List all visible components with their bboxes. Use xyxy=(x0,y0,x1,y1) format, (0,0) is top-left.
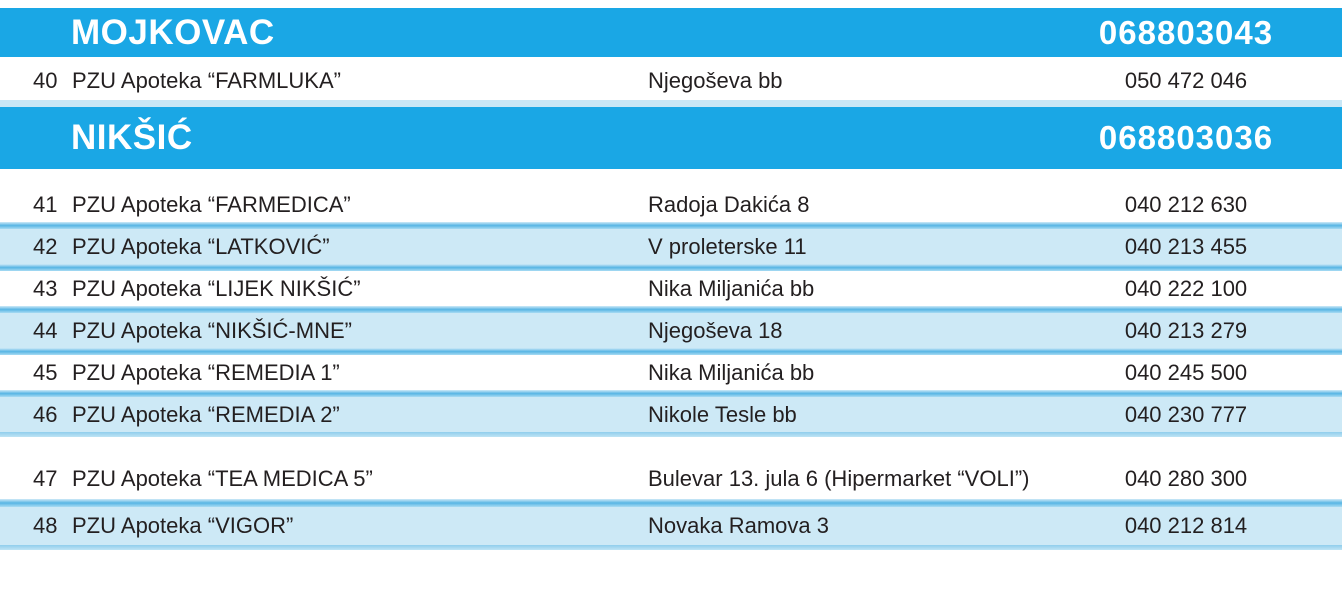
row-number: 47 xyxy=(33,466,58,491)
row-divider xyxy=(0,499,1342,507)
row-number: 46 xyxy=(33,401,58,427)
pharmacy-address: Nika Miljanića bb xyxy=(648,359,815,385)
section-phone-number: 068803036 xyxy=(1098,119,1274,156)
pharmacy-name: PZU Apoteka “FARMEDICA” xyxy=(72,191,351,217)
table-row: 43 PZU Apoteka “LIJEK NIKŠIĆ” Nika Milja… xyxy=(0,271,1342,306)
pharmacy-name: PZU Apoteka “LIJEK NIKŠIĆ” xyxy=(72,275,361,301)
pharmacy-address: Njegoševa bb xyxy=(648,68,783,93)
row-number: 43 xyxy=(33,275,58,301)
pharmacy-address: Nika Miljanića bb xyxy=(648,275,815,301)
section-city-name: MOJKOVAC xyxy=(71,12,275,52)
pharmacy-address: Radoja Dakića 8 xyxy=(648,191,810,217)
section-phone-number: 068803043 xyxy=(1098,13,1274,51)
row-divider xyxy=(0,222,1342,229)
pharmacy-phone: 040 212 630 xyxy=(1124,191,1248,217)
pharmacy-name: PZU Apoteka “FARMLUKA” xyxy=(72,68,341,93)
pharmacy-address: V proleterske 11 xyxy=(648,233,807,259)
row-number: 44 xyxy=(33,317,58,343)
row-divider xyxy=(0,306,1342,313)
table-row: 44 PZU Apoteka “NIKŠIĆ-MNE” Njegoševa 18… xyxy=(0,313,1342,348)
row-divider xyxy=(0,348,1342,355)
row-divider xyxy=(0,432,1342,437)
pharmacy-phone: 050 472 046 xyxy=(1124,68,1248,93)
pharmacy-phone: 040 212 814 xyxy=(1124,513,1248,538)
row-divider xyxy=(0,545,1342,550)
pharmacy-phone: 040 213 455 xyxy=(1124,233,1248,259)
row-number: 48 xyxy=(33,513,58,538)
table-row: 41 PZU Apoteka “FARMEDICA” Radoja Dakića… xyxy=(0,187,1342,222)
gap xyxy=(0,437,1342,459)
section-header-mojkovac: MOJKOVAC 068803043 xyxy=(0,8,1342,57)
table-row: 46 PZU Apoteka “REMEDIA 2” Nikole Tesle … xyxy=(0,397,1342,432)
pharmacy-address: Njegoševa 18 xyxy=(648,317,783,343)
pharmacy-name: PZU Apoteka “REMEDIA 1” xyxy=(72,359,340,385)
table-row: 40 PZU Apoteka “FARMLUKA” Njegoševa bb 0… xyxy=(0,62,1342,100)
table-row: 42 PZU Apoteka “LATKOVIĆ” V proleterske … xyxy=(0,229,1342,264)
top-margin xyxy=(0,0,1342,8)
row-number: 42 xyxy=(33,233,58,259)
bottom-margin xyxy=(0,550,1342,600)
row-divider xyxy=(0,390,1342,397)
table-row: 45 PZU Apoteka “REMEDIA 1” Nika Miljanić… xyxy=(0,355,1342,390)
pharmacy-name: PZU Apoteka “LATKOVIĆ” xyxy=(72,233,330,259)
row-divider xyxy=(0,264,1342,271)
pharmacy-name: PZU Apoteka “REMEDIA 2” xyxy=(72,401,340,427)
separator xyxy=(0,100,1342,107)
pharmacy-phone: 040 280 300 xyxy=(1124,466,1248,491)
gap xyxy=(0,57,1342,62)
row-number: 45 xyxy=(33,359,58,385)
pharmacy-phone: 040 222 100 xyxy=(1124,275,1248,301)
pharmacy-name: PZU Apoteka “VIGOR” xyxy=(72,513,294,538)
gap xyxy=(0,169,1342,187)
pharmacy-address: Bulevar 13. jula 6 (Hipermarket “VOLI”) xyxy=(648,466,1030,491)
pharmacy-name: PZU Apoteka “TEA MEDICA 5” xyxy=(72,466,373,491)
pharmacy-address: Nikole Tesle bb xyxy=(648,401,797,427)
table-row: 48 PZU Apoteka “VIGOR” Novaka Ramova 3 0… xyxy=(0,507,1342,545)
pharmacy-phone: 040 213 279 xyxy=(1124,317,1248,343)
row-number: 41 xyxy=(33,191,58,217)
pharmacy-phone: 040 230 777 xyxy=(1124,401,1248,427)
pharmacy-name: PZU Apoteka “NIKŠIĆ-MNE” xyxy=(72,317,352,343)
section-header-niksic: NIKŠIĆ 068803036 xyxy=(0,107,1342,169)
row-number: 40 xyxy=(33,68,58,93)
table-row: 47 PZU Apoteka “TEA MEDICA 5” Bulevar 13… xyxy=(0,459,1342,499)
pharmacy-phone: 040 245 500 xyxy=(1124,359,1248,385)
section-city-name: NIKŠIĆ xyxy=(71,118,193,157)
pharmacy-address: Novaka Ramova 3 xyxy=(648,513,829,538)
